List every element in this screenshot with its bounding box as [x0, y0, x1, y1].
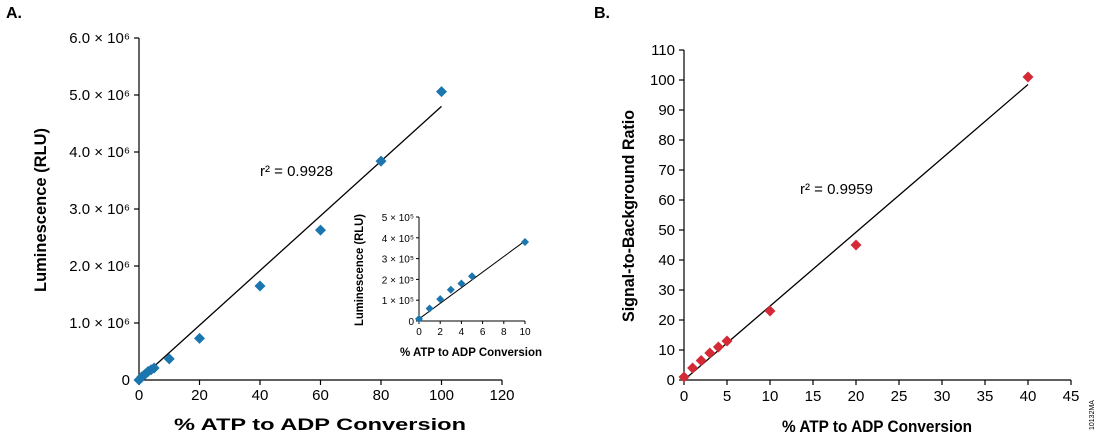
chart-b-x-tick-label: 5 [723, 388, 731, 405]
chart-b-point [678, 371, 690, 383]
chart-a-inset-point [415, 314, 423, 323]
chart-b-r-squared: r² = 0.9959 [800, 181, 873, 198]
chart-b-y-axis-title: Signal-to-Background Ratio [619, 110, 638, 322]
chart-a-inset-x-tick-label: 2 [437, 327, 443, 338]
chart-b-point [687, 362, 699, 374]
chart-a-axes [134, 37, 503, 385]
chart-a-inset-point [425, 304, 434, 313]
chart-a-y-tick-label: 0 [122, 372, 130, 389]
chart-b-x-tick-label: 0 [680, 388, 688, 405]
chart-a-inset-y-axis-title: Luminescence (RLU) [352, 214, 366, 326]
chart-b-x-tick-label: 10 [762, 388, 779, 405]
chart-b-y-tick-label: 60 [658, 192, 675, 209]
chart-a-y-tick-label: 5.0 × 10⁶ [69, 87, 130, 104]
chart-a-inset-y-tick-label: 4 × 10⁵ [382, 234, 414, 245]
chart-a-inset-y-tick-label: 0 [408, 317, 414, 328]
chart-a-x-tick-label: 100 [429, 387, 454, 404]
chart-b: B. 0 5 10 15 20 25 30 35 40 45 0 10 20 30 40 50 60 70 80 90… [594, 5, 1079, 434]
chart-b-x-tick-label: 40 [1020, 388, 1037, 405]
chart-a-inset-x-tick-label: 0 [416, 327, 422, 338]
chart-a-inset-x-tick-label: 8 [501, 327, 507, 338]
chart-b-point [721, 335, 733, 347]
chart-a-y-tick-label: 2.0 × 10⁶ [69, 258, 130, 275]
chart-a-point [315, 224, 326, 236]
chart-a-point [436, 86, 447, 98]
chart-b-axes [679, 49, 1072, 385]
chart-a-inset-point [457, 279, 466, 288]
chart-a-inset-x-tick-label: 6 [480, 327, 486, 338]
chart-b-point [704, 347, 716, 359]
chart-a-x-tick-label: 40 [252, 387, 269, 404]
chart-b-point [764, 305, 776, 317]
chart-a-point [163, 353, 175, 365]
chart-a-y-tick-label: 3.0 × 10⁶ [69, 201, 130, 218]
chart-a-inset-y-tick-label: 3 × 10⁵ [382, 255, 414, 266]
chart-b-point [1022, 71, 1034, 83]
chart-a-r-squared: r² = 0.9928 [260, 163, 333, 180]
chart-b-y-tick-label: 40 [658, 252, 675, 269]
chart-b-x-tick-label: 20 [848, 388, 865, 405]
chart-a-point [194, 332, 205, 344]
chart-b-y-tick-label: 10 [658, 342, 675, 359]
chart-a-points [133, 86, 447, 386]
chart-b-y-tick-label: 70 [658, 162, 675, 179]
panel-label-a: A. [6, 5, 22, 22]
chart-b-tick-labels: 0 5 10 15 20 25 30 35 40 45 0 10 20 30 40 50 60 70 80 90 100… [650, 42, 1079, 405]
figure-code: 10132MA [1089, 400, 1096, 430]
chart-b-y-tick-label: 30 [658, 282, 675, 299]
chart-a-inset-points [415, 237, 529, 323]
chart-b-y-tick-label: 20 [658, 312, 675, 329]
chart-b-x-axis-title: % ATP to ADP Conversion [782, 417, 972, 434]
chart-a-x-tick-label: 120 [489, 387, 514, 404]
chart-b-x-tick-label: 45 [1063, 388, 1080, 405]
chart-b-point [695, 355, 707, 366]
chart-b-y-tick-label: 100 [650, 72, 675, 89]
chart-a-inset: 0 2 4 6 8 10 0 1 × 10⁵ 2 × 10⁵ 3 × 10⁵ 4 × 10⁵ 5 × … [352, 213, 542, 359]
chart-a-inset-point [436, 295, 445, 304]
chart-a-point [148, 362, 160, 374]
chart-b-x-tick-label: 25 [891, 388, 908, 405]
chart-a-inset-x-tick-label: 10 [519, 327, 531, 338]
chart-a-x-tick-label: 20 [191, 387, 208, 404]
chart-b-fit-line [683, 84, 1029, 381]
chart-a-inset-y-tick-label: 1 × 10⁵ [382, 296, 414, 307]
chart-a-y-axis-title: Luminescence (RLU) [31, 128, 50, 292]
chart-b-y-tick-label: 110 [651, 42, 675, 59]
chart-b-y-tick-label: 80 [658, 132, 675, 149]
chart-a-inset-y-tick-label: 2 × 10⁵ [382, 275, 414, 286]
chart-b-x-tick-label: 15 [805, 388, 822, 405]
chart-a-y-tick-label: 6.0 × 10⁶ [69, 30, 130, 47]
chart-a-point [254, 280, 266, 292]
chart-a-x-tick-label: 60 [312, 387, 329, 404]
panel-label-b: B. [594, 5, 610, 22]
chart-b-y-tick-label: 0 [667, 372, 675, 389]
chart-a-x-tick-label: 0 [135, 387, 143, 404]
chart-a-point [375, 155, 387, 167]
chart-a-y-tick-label: 1.0 × 10⁶ [69, 315, 130, 332]
chart-b-x-tick-label: 35 [977, 388, 994, 405]
chart-a-x-tick-label: 80 [373, 387, 390, 404]
chart-b-point [712, 341, 724, 353]
chart-a-inset-x-tick-label: 4 [459, 327, 465, 338]
chart-a-inset-y-tick-label: 5 × 10⁵ [382, 213, 414, 224]
chart-a-inset-x-axis-title: % ATP to ADP Conversion [400, 345, 542, 359]
chart-a-x-axis-title: % ATP to ADP Conversion [174, 415, 466, 434]
chart-a-inset-point [521, 237, 529, 246]
chart-b-y-tick-label: 50 [658, 222, 675, 239]
chart-a-inset-point [446, 285, 455, 294]
chart-b-y-tick-label: 90 [658, 102, 675, 119]
chart-b-point [850, 239, 862, 251]
chart-a-inset-point [468, 272, 476, 281]
chart-b-x-tick-label: 30 [934, 388, 951, 405]
chart-a-inset-tick-labels: 0 2 4 6 8 10 0 1 × 10⁵ 2 × 10⁵ 3 × 10⁵ 4 × 10⁵ 5 × … [382, 213, 531, 338]
chart-b-points [678, 71, 1034, 383]
chart-a-y-tick-label: 4.0 × 10⁶ [69, 144, 130, 161]
chart-a-fit-line [138, 105, 442, 381]
